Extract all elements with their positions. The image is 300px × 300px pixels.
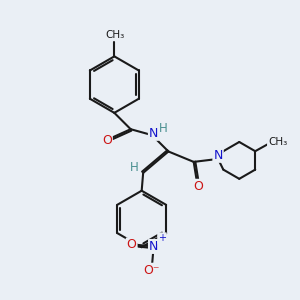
Text: O⁻: O⁻ [143,264,160,277]
Text: H: H [130,161,139,174]
Text: H: H [159,122,168,135]
Text: N: N [213,149,223,162]
Text: N: N [149,240,158,253]
Text: +: + [158,233,166,243]
Text: O: O [127,238,136,251]
Text: O: O [193,180,203,193]
Text: N: N [149,127,158,140]
Text: CH₃: CH₃ [105,30,124,40]
Text: O: O [102,134,112,147]
Text: CH₃: CH₃ [268,137,287,147]
